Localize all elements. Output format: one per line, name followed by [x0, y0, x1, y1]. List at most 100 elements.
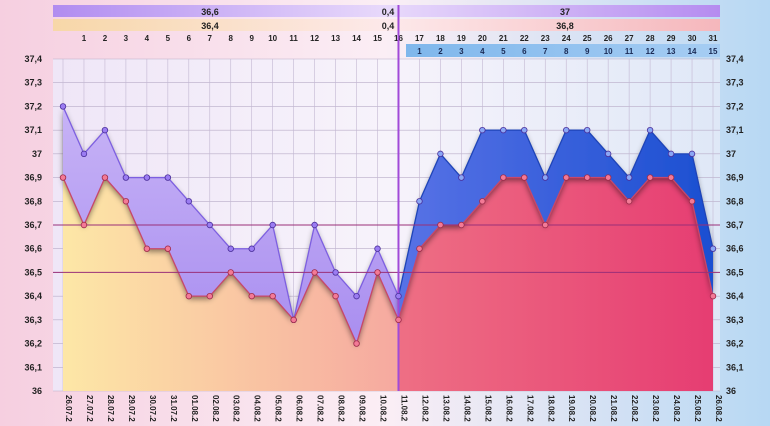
x-tick-label: 19.08.2	[567, 395, 576, 422]
lower-point	[101, 174, 109, 181]
y-tick-label-left: 36,8	[24, 196, 42, 206]
cycle-day-label: 20	[478, 34, 487, 43]
cycle-day-label: 29	[667, 34, 676, 43]
x-tick-label: 16.08.2	[504, 395, 513, 422]
header-upper-left: 36,6	[201, 7, 219, 17]
phase-day-label: 14	[688, 47, 697, 56]
data-areas	[62, 106, 714, 391]
cycle-day-label: 24	[562, 34, 571, 43]
header-upper-bar	[53, 5, 720, 17]
upper-point	[458, 174, 465, 181]
cycle-day-label: 4	[145, 34, 150, 43]
cycle-day-label: 10	[268, 34, 277, 43]
upper-point	[416, 198, 423, 205]
upper-point	[625, 174, 633, 181]
y-tick-label-left: 37,2	[24, 101, 42, 111]
upper-point	[164, 174, 172, 181]
lower-point	[500, 174, 507, 181]
lower-point	[353, 340, 360, 347]
x-tick-label: 20.08.2	[588, 395, 597, 422]
chart-header: 36,6 0,4 37 36,4 0,4 36,8 1 2 3 4 5 6 7 8 9 10 11 1…	[53, 5, 720, 57]
lower-point	[290, 316, 297, 324]
y-axis-right: 37,4 37,3 37,2 37,1 37 36,9 36,8 36,7 36,6 36,5 36…	[726, 54, 744, 396]
x-tick-label: 06.08.2	[295, 395, 304, 422]
y-tick-label-right: 37	[726, 149, 736, 159]
lower-area-right	[398, 177, 713, 391]
upper-point	[353, 292, 360, 300]
x-tick-label: 11.08.2	[399, 395, 408, 422]
x-tick-label: 26.08.2	[714, 395, 723, 422]
y-tick-label-right: 37,1	[726, 125, 744, 135]
header-phase-bar	[406, 44, 720, 57]
cycle-day-label: 31	[709, 34, 718, 43]
upper-point	[269, 221, 276, 229]
x-tick-label: 15.08.2	[483, 395, 492, 422]
x-tick-label: 24.08.2	[672, 395, 681, 422]
cycle-day-label: 5	[166, 34, 171, 43]
upper-point	[101, 126, 109, 134]
cycle-day-label: 19	[457, 34, 466, 43]
cycle-day-label: 12	[310, 34, 319, 43]
upper-point	[688, 150, 696, 158]
lower-point	[395, 316, 402, 324]
upper-point	[521, 126, 528, 134]
x-tick-label: 08.08.2	[337, 395, 346, 422]
lower-point	[332, 292, 339, 300]
header-upper-mid: 0,4	[382, 7, 395, 17]
phase-day-label: 4	[480, 47, 485, 56]
lower-point	[248, 292, 255, 300]
cycle-day-label: 6	[187, 34, 192, 43]
lower-series-line	[62, 176, 714, 346]
y-tick-label-left: 36,7	[24, 220, 42, 230]
upper-point	[122, 174, 130, 181]
phase-day-label: 1	[417, 47, 422, 56]
phase-day-label: 2	[438, 47, 443, 56]
y-tick-label-left: 36,5	[24, 267, 42, 277]
y-tick-label-left: 36,6	[24, 244, 42, 254]
header-lower-bar	[53, 19, 720, 31]
upper-point	[332, 269, 339, 276]
phase-day-label: 13	[667, 47, 676, 56]
lower-point	[206, 292, 213, 300]
lower-point	[143, 245, 151, 252]
x-tick-label: 10.08.2	[379, 395, 388, 422]
cycle-day-label: 1	[82, 34, 87, 43]
lower-point	[437, 221, 444, 229]
upper-point	[709, 245, 717, 252]
y-axis-left: 37,4 37,3 37,2 37,1 37 36,9 36,8 36,7 36,6 36,5 36…	[24, 54, 42, 396]
cycle-day-labels: 1234567891011121314151617181920212223242…	[82, 34, 718, 43]
upper-point	[563, 126, 570, 134]
phase-day-label: 6	[522, 47, 527, 56]
x-tick-label: 13.08.2	[441, 395, 450, 422]
upper-point	[646, 126, 654, 134]
y-tick-label-right: 36,9	[726, 173, 744, 183]
x-tick-label: 03.08.2	[232, 395, 241, 422]
x-tick-label: 27.07.2	[85, 395, 94, 422]
upper-point	[206, 221, 213, 229]
lower-point	[583, 174, 591, 181]
phase-day-label: 12	[646, 47, 655, 56]
phase-day-label: 5	[501, 47, 506, 56]
y-tick-label-right: 36,1	[726, 362, 744, 372]
lower-point	[625, 198, 633, 205]
y-tick-label-left: 37,1	[24, 125, 42, 135]
y-tick-label-right: 36,5	[726, 267, 744, 277]
y-tick-label-left: 37,4	[24, 54, 42, 64]
upper-point	[542, 174, 549, 181]
y-tick-label-left: 37	[32, 149, 42, 159]
cycle-day-label: 11	[289, 34, 298, 43]
y-tick-label-right: 36,6	[726, 244, 744, 254]
cycle-day-label: 2	[103, 34, 108, 43]
y-tick-label-right: 36,8	[726, 196, 744, 206]
lower-point	[688, 198, 696, 205]
cycle-day-label: 13	[331, 34, 340, 43]
y-tick-label-left: 36,2	[24, 339, 42, 349]
cycle-day-label: 3	[124, 34, 129, 43]
y-tick-label-left: 36,9	[24, 173, 42, 183]
x-tick-label: 25.08.2	[693, 395, 702, 422]
lower-point	[416, 245, 423, 252]
y-tick-label-right: 36,2	[726, 339, 744, 349]
upper-point	[604, 150, 612, 158]
